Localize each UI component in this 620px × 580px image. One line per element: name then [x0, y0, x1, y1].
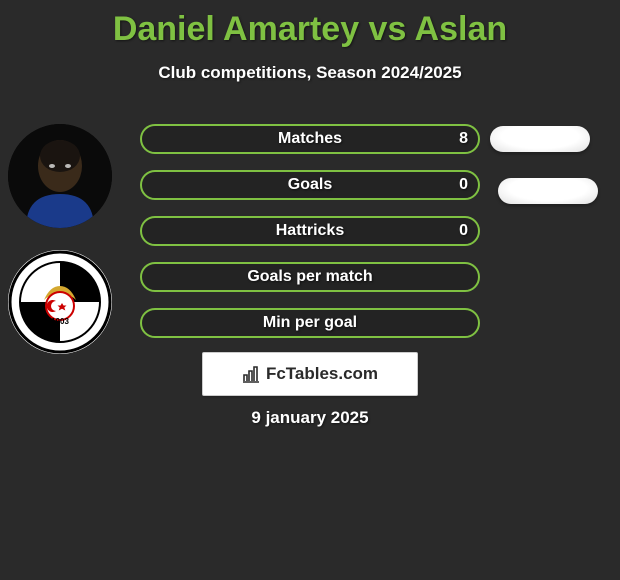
stat-bar-goals-per-match: Goals per match: [140, 262, 480, 292]
stat-bar-goals: Goals 0: [140, 170, 480, 200]
stat-label: Goals: [142, 176, 478, 194]
subtitle: Club competitions, Season 2024/2025: [0, 63, 620, 83]
svg-text:K: K: [70, 321, 79, 335]
stat-label: Hattricks: [142, 222, 478, 240]
comparison-pill: [498, 178, 598, 204]
stat-label: Goals per match: [142, 268, 478, 286]
svg-text:1903: 1903: [51, 317, 69, 326]
brand-text: FcTables.com: [266, 364, 378, 384]
stat-bar-min-per-goal: Min per goal: [140, 308, 480, 338]
stat-label: Min per goal: [142, 314, 478, 332]
page-title: Daniel Amartey vs Aslan: [0, 0, 620, 49]
footer-date: 9 january 2025: [0, 408, 620, 428]
stat-value: 0: [459, 222, 468, 240]
comparison-pill: [490, 126, 590, 152]
brand-badge[interactable]: FcTables.com: [202, 352, 418, 396]
svg-text:J: J: [68, 271, 75, 285]
player-avatar: [8, 124, 112, 228]
club-crest: B J K 1903: [8, 250, 112, 354]
chart-icon: [242, 365, 260, 383]
stat-value: 8: [459, 130, 468, 148]
stat-bar-hattricks: Hattricks 0: [140, 216, 480, 246]
stat-value: 0: [459, 176, 468, 194]
svg-text:B: B: [43, 271, 52, 285]
stat-bar-matches: Matches 8: [140, 124, 480, 154]
stat-label: Matches: [142, 130, 478, 148]
